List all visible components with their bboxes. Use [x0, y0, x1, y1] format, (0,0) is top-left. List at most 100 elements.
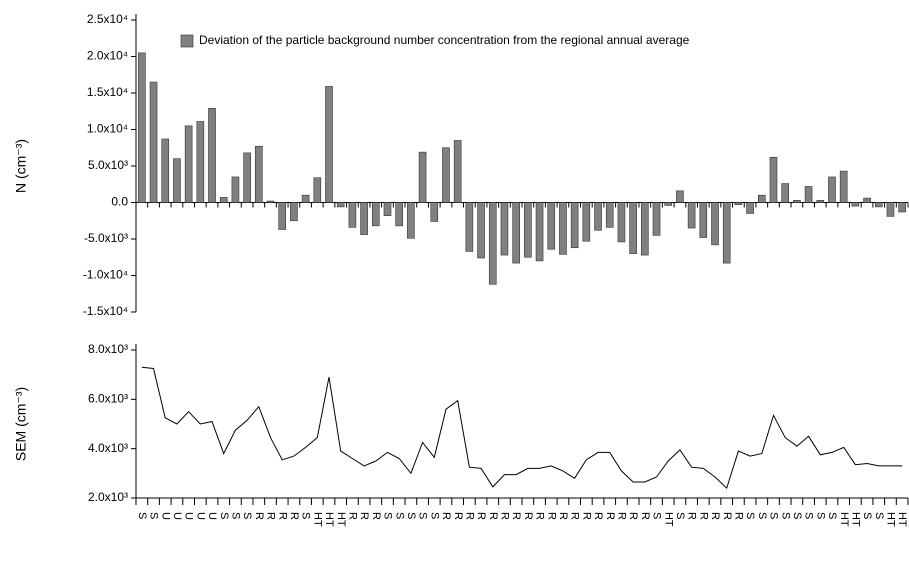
y-tick-label: -1.5x10⁴ [83, 304, 128, 318]
x-tick-label: R [627, 512, 639, 520]
x-tick-label: R [534, 512, 546, 520]
bar [898, 202, 906, 213]
x-tick-label: S [768, 512, 780, 519]
bar [874, 202, 883, 208]
bar [769, 156, 778, 203]
x-tick-label: R [580, 512, 592, 520]
x-tick-label: S [428, 512, 440, 519]
y-tick-label: 2.5x10⁴ [87, 12, 128, 26]
x-tick-label: R [475, 512, 487, 520]
legend-swatch [180, 34, 194, 48]
bar [676, 190, 684, 203]
x-tick-label: R [686, 512, 698, 520]
bar [184, 125, 193, 203]
bar [641, 202, 649, 256]
x-tick-label: HT [323, 512, 335, 527]
bar [278, 202, 287, 230]
bar [301, 194, 310, 203]
bar [804, 186, 813, 203]
bar [465, 202, 474, 252]
bar [629, 202, 637, 254]
bar [664, 202, 673, 206]
line [141, 366, 903, 490]
x-tick-label: R [732, 512, 744, 520]
legend-label: Deviation of the particle background num… [199, 33, 690, 47]
bar [173, 158, 181, 203]
x-tick-label: U [183, 512, 195, 520]
bar [734, 202, 743, 205]
y-tick-label: 1.0x10⁴ [87, 122, 128, 136]
x-tick-label: S [218, 512, 230, 519]
bar [582, 202, 591, 242]
y-tick-label: 2.0x10⁴ [87, 49, 128, 63]
y-tick-label: 2.0x10³ [88, 490, 128, 504]
x-tick-label: R [463, 512, 475, 520]
x-tick-label: HT [885, 512, 897, 527]
x-tick-label: S [674, 512, 686, 519]
y-tick-label: 0.0 [111, 195, 128, 209]
bar [418, 151, 427, 203]
x-tick-label: R [288, 512, 300, 520]
bar [839, 170, 848, 203]
x-tick-label: S [756, 512, 768, 519]
bar [722, 202, 731, 264]
x-tick-label: S [826, 512, 838, 519]
x-tick-label: S [405, 512, 417, 519]
x-tick-label: S [417, 512, 429, 519]
x-tick-label: S [791, 512, 803, 519]
x-tick-label: R [522, 512, 534, 520]
bar [547, 202, 556, 250]
x-tick-label: U [194, 512, 206, 520]
x-tick-label: S [744, 512, 756, 519]
bar [559, 202, 567, 255]
x-tick-label: R [721, 512, 733, 520]
bar [535, 202, 544, 262]
bar [793, 200, 801, 203]
bar [360, 202, 368, 235]
x-tick-label: S [148, 512, 160, 519]
bar [453, 140, 462, 203]
x-tick-label: U [206, 512, 218, 520]
x-tick-label: R [697, 512, 709, 520]
bar [231, 176, 240, 203]
y-tick-label: 5.0x10³ [88, 158, 128, 172]
x-tick-label: R [545, 512, 557, 520]
y-axis-label: N (cm⁻³) [13, 139, 29, 193]
x-tick-label: S [241, 512, 253, 519]
bar [395, 202, 403, 227]
x-tick-label: R [639, 512, 651, 520]
bar [594, 202, 602, 231]
bar [816, 200, 825, 203]
x-tick-label: S [814, 512, 826, 519]
bar [348, 202, 357, 228]
x-tick-label: S [393, 512, 405, 519]
bar [325, 86, 333, 203]
x-tick-label: R [616, 512, 628, 520]
y-tick-label: 6.0x10³ [88, 392, 128, 406]
x-tick-label: R [604, 512, 616, 520]
bar [219, 197, 228, 203]
y-tick-label: -1.0x10⁴ [83, 268, 128, 282]
bar [605, 202, 614, 228]
x-tick-label: S [300, 512, 312, 519]
bar [746, 202, 754, 214]
x-tick-label: S [861, 512, 873, 519]
bar [208, 108, 216, 203]
bar [781, 183, 789, 203]
x-tick-label: S [803, 512, 815, 519]
x-tick-label: R [358, 512, 370, 520]
x-tick-label: HT [896, 512, 908, 527]
x-tick-label: R [592, 512, 604, 520]
bar [617, 202, 626, 243]
bar [336, 202, 345, 208]
x-tick-label: R [370, 512, 382, 520]
x-tick-label: HT [311, 512, 323, 527]
bar [161, 138, 170, 203]
x-tick-label: S [136, 512, 148, 519]
x-tick-label: U [159, 512, 171, 520]
x-tick-label: R [346, 512, 358, 520]
bar [138, 52, 146, 203]
x-tick-label: R [452, 512, 464, 520]
x-tick-label: S [873, 512, 885, 519]
